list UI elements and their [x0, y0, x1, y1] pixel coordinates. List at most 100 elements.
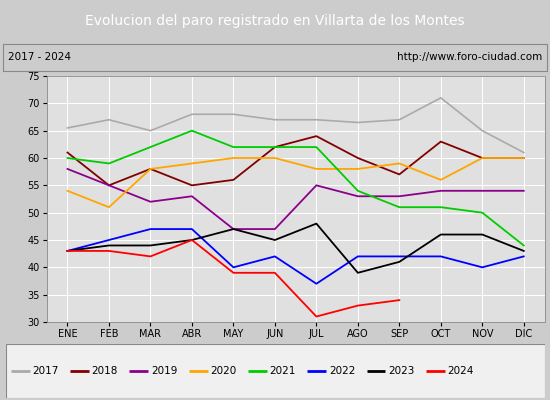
- 2020: [230, 156, 236, 160]
- 2017: [272, 117, 278, 122]
- 2018: [313, 134, 320, 138]
- 2022: [479, 265, 486, 270]
- 2018: [272, 145, 278, 150]
- 2022: [355, 254, 361, 259]
- 2018: [147, 166, 154, 171]
- 2024: [355, 303, 361, 308]
- 2022: [437, 254, 444, 259]
- 2017: [355, 120, 361, 125]
- 2017: [64, 126, 71, 130]
- 2024: [147, 254, 154, 259]
- 2017: [230, 112, 236, 117]
- Line: 2017: 2017: [68, 98, 524, 152]
- 2020: [313, 166, 320, 171]
- 2022: [230, 265, 236, 270]
- 2021: [230, 145, 236, 150]
- 2019: [396, 194, 403, 199]
- 2018: [189, 183, 195, 188]
- 2021: [106, 161, 112, 166]
- 2019: [479, 188, 486, 193]
- Text: 2022: 2022: [329, 366, 355, 376]
- 2018: [479, 156, 486, 160]
- 2022: [272, 254, 278, 259]
- 2021: [64, 156, 71, 160]
- 2023: [189, 238, 195, 242]
- 2021: [313, 145, 320, 150]
- 2020: [272, 156, 278, 160]
- 2019: [230, 227, 236, 232]
- 2019: [313, 183, 320, 188]
- 2022: [520, 254, 527, 259]
- 2023: [106, 243, 112, 248]
- Text: http://www.foro-ciudad.com: http://www.foro-ciudad.com: [397, 52, 542, 62]
- 2023: [64, 248, 71, 253]
- 2024: [64, 248, 71, 253]
- Line: 2024: 2024: [68, 240, 399, 316]
- 2021: [189, 128, 195, 133]
- 2020: [106, 205, 112, 210]
- Text: 2017: 2017: [32, 366, 59, 376]
- 2018: [106, 183, 112, 188]
- 2024: [189, 238, 195, 242]
- 2020: [520, 156, 527, 160]
- 2021: [272, 145, 278, 150]
- 2019: [272, 227, 278, 232]
- 2018: [520, 156, 527, 160]
- 2023: [313, 221, 320, 226]
- Text: 2021: 2021: [270, 366, 296, 376]
- 2021: [479, 210, 486, 215]
- 2017: [396, 117, 403, 122]
- 2020: [147, 166, 154, 171]
- 2017: [313, 117, 320, 122]
- 2021: [437, 205, 444, 210]
- 2018: [230, 178, 236, 182]
- 2018: [437, 139, 444, 144]
- 2022: [147, 227, 154, 232]
- 2023: [355, 270, 361, 275]
- 2019: [355, 194, 361, 199]
- 2021: [147, 145, 154, 150]
- 2017: [189, 112, 195, 117]
- 2018: [396, 172, 403, 177]
- 2020: [396, 161, 403, 166]
- 2024: [396, 298, 403, 302]
- Line: 2018: 2018: [68, 136, 524, 185]
- 2023: [437, 232, 444, 237]
- 2020: [355, 166, 361, 171]
- 2022: [189, 227, 195, 232]
- 2017: [437, 96, 444, 100]
- 2024: [313, 314, 320, 319]
- 2019: [520, 188, 527, 193]
- Line: 2019: 2019: [68, 169, 524, 229]
- 2017: [520, 150, 527, 155]
- 2017: [106, 117, 112, 122]
- 2023: [230, 227, 236, 232]
- 2024: [106, 248, 112, 253]
- 2017: [147, 128, 154, 133]
- Line: 2020: 2020: [68, 158, 524, 207]
- Text: 2024: 2024: [448, 366, 474, 376]
- 2021: [355, 188, 361, 193]
- 2019: [189, 194, 195, 199]
- 2023: [147, 243, 154, 248]
- 2019: [64, 166, 71, 171]
- 2023: [520, 248, 527, 253]
- 2021: [396, 205, 403, 210]
- 2020: [189, 161, 195, 166]
- 2020: [437, 178, 444, 182]
- 2024: [230, 270, 236, 275]
- Text: 2020: 2020: [210, 366, 236, 376]
- 2022: [106, 238, 112, 242]
- 2022: [64, 248, 71, 253]
- 2019: [106, 183, 112, 188]
- 2021: [520, 243, 527, 248]
- 2023: [479, 232, 486, 237]
- Line: 2021: 2021: [68, 131, 524, 246]
- 2018: [355, 156, 361, 160]
- 2019: [147, 199, 154, 204]
- 2022: [396, 254, 403, 259]
- 2020: [64, 188, 71, 193]
- 2020: [479, 156, 486, 160]
- 2017: [479, 128, 486, 133]
- 2024: [272, 270, 278, 275]
